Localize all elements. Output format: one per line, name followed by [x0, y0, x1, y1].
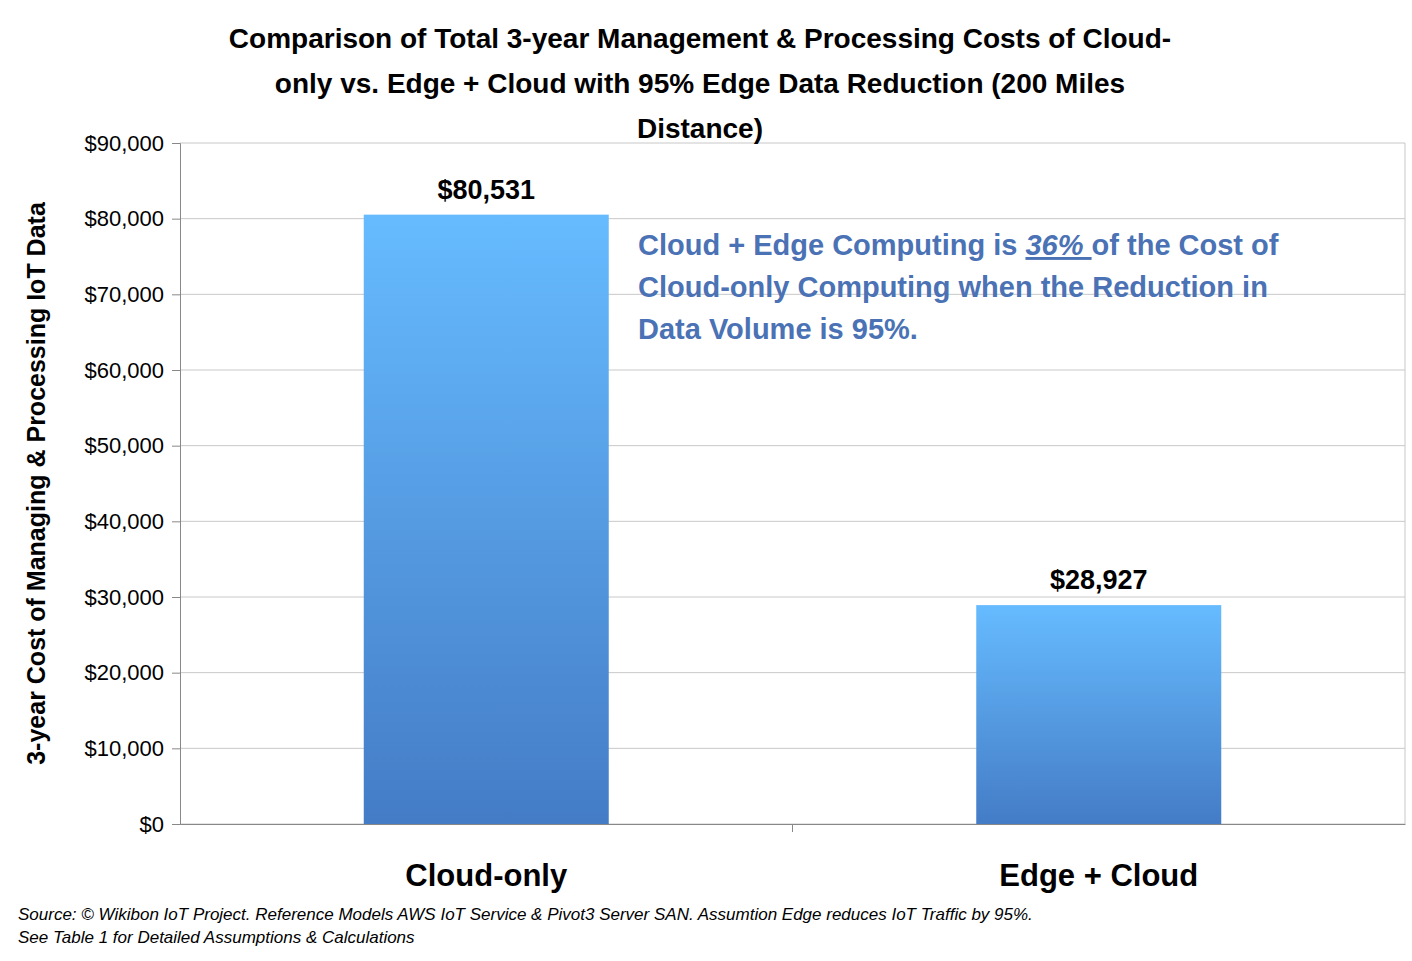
tick-mark: [172, 748, 180, 749]
data-labels: $80,531 $28,927: [437, 175, 1147, 595]
annotation-text: of the Cost of: [1092, 229, 1279, 261]
tick-mark: [172, 597, 180, 598]
tick-mark: [172, 294, 180, 295]
tick-mark: [172, 673, 180, 674]
bar: [364, 215, 609, 824]
tick-label: $60,000: [84, 358, 164, 383]
tick: Edge + Cloud: [999, 824, 1198, 893]
tick-mark: [172, 521, 180, 522]
tick-label: $0: [140, 812, 164, 837]
grid: [180, 143, 1405, 824]
tick: $10,000: [84, 736, 180, 761]
tick-label: $80,000: [84, 206, 164, 231]
tick-mark: [1098, 824, 1099, 834]
title-line: only vs. Edge + Cloud with 95% Edge Data…: [275, 68, 1125, 99]
tick-label: $20,000: [84, 660, 164, 685]
tick-label: $70,000: [84, 282, 164, 307]
category-separator: [792, 824, 793, 832]
source-line: See Table 1 for Detailed Assumptions & C…: [18, 928, 415, 947]
annotation-text: 36%: [1025, 229, 1091, 261]
tick: $20,000: [84, 660, 180, 685]
annotation-line: Cloud-only Computing when the Reduction …: [638, 271, 1268, 303]
tick: $40,000: [84, 509, 180, 534]
data-label: $80,531: [437, 175, 535, 205]
grid-line: [180, 143, 1405, 144]
tick-label: $10,000: [84, 736, 164, 761]
y-axis: $0 $10,000 $20,000 $30,000 $40,000 $50,000 $60…: [84, 131, 180, 837]
bar: [976, 605, 1221, 824]
chart: $0 $10,000 $20,000 $30,000 $40,000 $50,000 $60…: [0, 0, 1412, 961]
tick: $90,000: [84, 131, 180, 156]
plot-frame: [1405, 143, 1406, 824]
tick: Cloud-only: [405, 824, 568, 893]
tick: $50,000: [84, 433, 180, 458]
tick: $70,000: [84, 282, 180, 307]
annotation-text: Data Volume is 95%.: [638, 313, 918, 345]
tick: $60,000: [84, 358, 180, 383]
tick-label: $90,000: [84, 131, 164, 156]
annotation-line: Cloud + Edge Computing is 36% of the Cos…: [638, 229, 1279, 261]
annotation-text: Cloud-only Computing when the Reduction …: [638, 271, 1268, 303]
tick-mark: [172, 370, 180, 371]
category-label: Edge + Cloud: [999, 858, 1198, 893]
y-axis-title: 3-year Cost of Managing & Processing IoT…: [22, 201, 50, 765]
tick-mark: [486, 824, 487, 834]
source-line: Source: © Wikibon IoT Project. Reference…: [18, 905, 1033, 924]
annotation-text: Cloud + Edge Computing is: [638, 229, 1025, 261]
tick: $0: [140, 812, 180, 837]
tick-mark: [172, 219, 180, 220]
x-axis: Cloud-only Edge + Cloud: [181, 824, 1406, 893]
bars: [364, 215, 1222, 824]
axis-line: [172, 144, 181, 825]
tick-mark: [172, 143, 180, 144]
category-label: Cloud-only: [405, 858, 568, 893]
title-line: Comparison of Total 3-year Management & …: [229, 23, 1171, 54]
tick: $80,000: [84, 206, 180, 231]
tick-label: $30,000: [84, 585, 164, 610]
annotation: Cloud + Edge Computing is 36% of the Cos…: [638, 229, 1279, 345]
source: Source: © Wikibon IoT Project. Reference…: [18, 905, 1033, 947]
tick-mark: [172, 824, 180, 825]
tick-label: $50,000: [84, 433, 164, 458]
tick-label: $40,000: [84, 509, 164, 534]
data-label: $28,927: [1050, 565, 1148, 595]
tick: $30,000: [84, 585, 180, 610]
tick-mark: [172, 446, 180, 447]
annotation-line: Data Volume is 95%.: [638, 313, 918, 345]
title-line: Distance): [637, 113, 763, 144]
title: Comparison of Total 3-year Management & …: [229, 23, 1171, 144]
